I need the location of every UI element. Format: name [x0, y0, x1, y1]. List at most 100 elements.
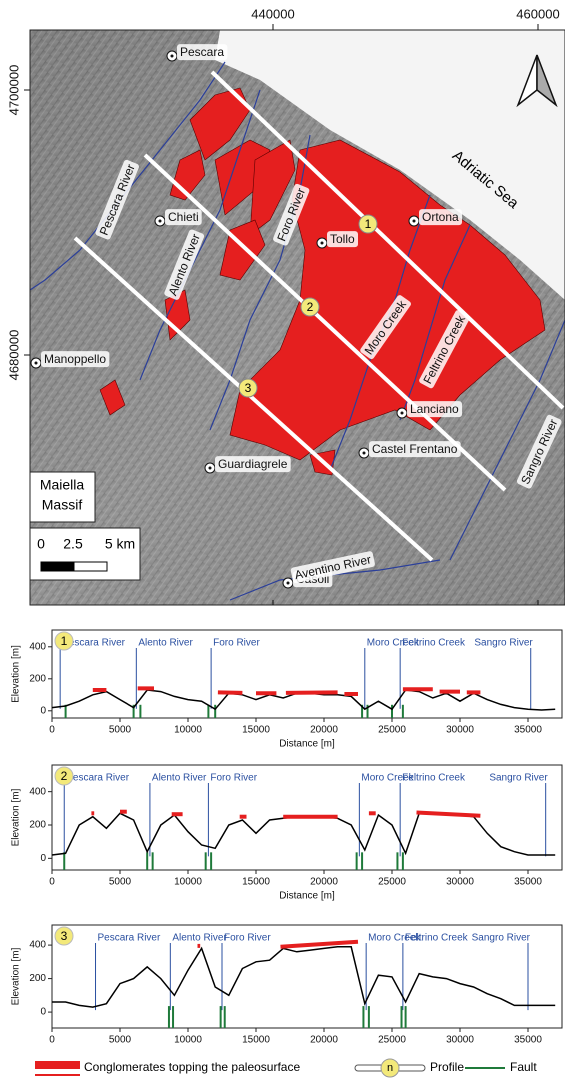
x-tick-label: 0: [49, 1035, 55, 1046]
place-label: Guardiagrele: [218, 457, 288, 471]
x-tick-label: 30000: [446, 877, 474, 888]
scale-bar: [41, 562, 74, 571]
massif-label: Massif: [42, 497, 83, 513]
y-axis-label: Elevation [m]: [11, 645, 22, 703]
legend-profile-n: n: [387, 1062, 393, 1074]
x-tick-label: 0: [49, 877, 55, 888]
scale-bar: [74, 562, 107, 571]
legend-label: Fault: [510, 1060, 537, 1074]
y-tick-label: 0: [40, 1007, 46, 1018]
map-y-tick-label: 4680000: [6, 330, 21, 381]
x-tick-label: 35000: [514, 725, 542, 736]
conglomerate: [218, 692, 243, 693]
place-dot-center: [159, 220, 162, 223]
x-axis-label: Distance [m]: [279, 739, 335, 750]
x-tick-label: 10000: [174, 877, 202, 888]
place: Castel Frentano: [359, 441, 461, 458]
x-tick-label: 20000: [310, 877, 338, 888]
map-x-tick-label: 460000: [516, 6, 559, 21]
y-axis-label: Elevation [m]: [11, 947, 22, 1005]
place-dot-center: [209, 467, 212, 470]
profile-marker-label: 3: [245, 381, 252, 395]
x-tick-label: 35000: [514, 1035, 542, 1046]
place-label: Castel Frentano: [372, 442, 458, 456]
y-axis-label: Elevation [m]: [11, 788, 22, 846]
profile-badge-label: 1: [61, 634, 68, 648]
conglomerate: [281, 942, 359, 947]
y-tick-label: 400: [29, 940, 46, 951]
place-label: Pescara: [180, 45, 224, 59]
place-dot-center: [171, 55, 174, 58]
scale-label: 2.5: [63, 536, 83, 552]
river-label: Foro River: [224, 933, 271, 944]
river-label: Sangro River: [489, 773, 548, 784]
place-label: Tollo: [330, 232, 355, 246]
river-label: Sangro River: [474, 638, 533, 649]
x-tick-label: 5000: [109, 1035, 132, 1046]
place-dot-center: [35, 362, 38, 365]
place-dot-center: [363, 452, 366, 455]
place-dot-center: [413, 220, 416, 223]
x-tick-label: 25000: [378, 1035, 406, 1046]
x-tick-label: 10000: [174, 1035, 202, 1046]
river-label: Pescara River: [66, 773, 129, 784]
map-y-tick-label: 4700000: [6, 65, 21, 116]
x-tick-label: 20000: [310, 725, 338, 736]
profile-marker-label: 1: [365, 217, 372, 231]
x-tick-label: 10000: [174, 725, 202, 736]
x-tick-label: 30000: [446, 725, 474, 736]
y-tick-label: 400: [29, 786, 46, 797]
topography: [52, 813, 555, 855]
scale-label: 0: [37, 536, 45, 552]
y-tick-label: 200: [29, 673, 46, 684]
river-label: Alento River: [152, 773, 207, 784]
legend-label: Profile: [430, 1060, 464, 1074]
y-tick-label: 200: [29, 820, 46, 831]
legend-conglomerate-swatch: [35, 1061, 80, 1069]
river-label: Feltrino Creek: [402, 638, 466, 649]
place-dot-center: [401, 412, 404, 415]
legend: Conglomerates topping the paleosurface n…: [35, 1059, 537, 1077]
river-label: Foro River: [210, 773, 257, 784]
x-tick-label: 25000: [378, 877, 406, 888]
x-tick-label: 5000: [109, 725, 132, 736]
place: Manoppello: [31, 351, 109, 368]
x-tick-label: 15000: [242, 1035, 270, 1046]
river-label: Alento River: [138, 638, 193, 649]
conglomerate: [417, 813, 481, 816]
topography: [52, 947, 555, 1007]
y-tick-label: 0: [40, 705, 46, 716]
legend-label: Conglomerates topping the paleosurface: [84, 1060, 300, 1074]
x-tick-label: 5000: [109, 877, 132, 888]
river-label: Alento River: [172, 933, 227, 944]
y-tick-label: 0: [40, 853, 46, 864]
place-dot-center: [321, 242, 324, 245]
place-label: Lanciano: [410, 402, 459, 416]
place-dot-center: [287, 582, 290, 585]
y-tick-label: 200: [29, 973, 46, 984]
river-label: Foro River: [213, 638, 260, 649]
x-tick-label: 15000: [242, 877, 270, 888]
river-label: Sangro River: [472, 933, 531, 944]
profile-badge-label: 3: [61, 929, 68, 943]
scale-label: 5 km: [105, 536, 135, 552]
y-tick-label: 400: [29, 641, 46, 652]
x-tick-label: 20000: [310, 1035, 338, 1046]
place: Guardiagrele: [205, 456, 291, 473]
place-label: Chieti: [168, 210, 199, 224]
river-label: Feltrino Creek: [405, 933, 469, 944]
massif-label: Maiella: [40, 477, 85, 493]
map: 440000 460000 4700000 4680000 Maiella Ma…: [6, 6, 565, 605]
x-tick-label: 0: [49, 725, 55, 736]
x-tick-label: 35000: [514, 877, 542, 888]
x-tick-label: 15000: [242, 725, 270, 736]
place-label: Ortona: [422, 210, 459, 224]
profile-badge-label: 2: [61, 769, 68, 783]
figure: 440000 460000 4700000 4680000 Maiella Ma…: [0, 0, 565, 1081]
river-label: Pescara River: [98, 933, 161, 944]
x-tick-label: 30000: [446, 1035, 474, 1046]
x-axis-label: Distance [m]: [279, 891, 335, 902]
conglomerate: [286, 692, 338, 693]
map-x-tick-label: 440000: [251, 6, 294, 21]
